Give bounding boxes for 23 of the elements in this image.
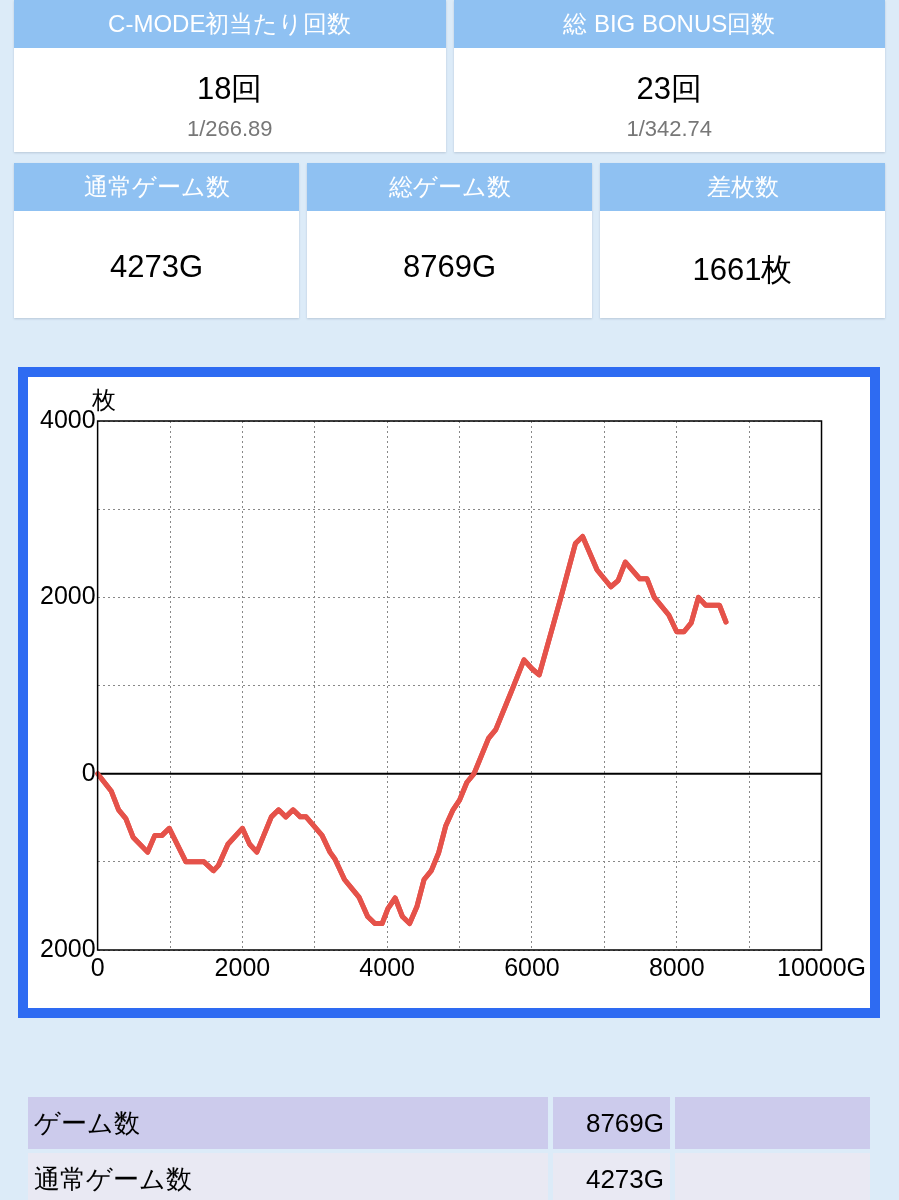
category-label: 通常ゲーム数	[14, 163, 299, 211]
category-label: 通常ゲーム数	[28, 1153, 548, 1200]
y-tick-label: 0	[81, 757, 96, 786]
x-tick-label: 10000G	[777, 952, 866, 981]
text: 1/266.89	[185, 115, 274, 142]
text: 4273G	[109, 249, 204, 284]
category-label: 総ゲーム数	[307, 163, 592, 211]
y-tick-label: 2000	[39, 581, 96, 610]
text: 18回	[197, 71, 263, 106]
x-tick-label: 4000	[359, 952, 415, 981]
category-label: ゲーム数	[28, 1097, 548, 1149]
text: 8769G	[585, 1107, 664, 1138]
category-label: C-MODE初当たり回数	[14, 0, 446, 48]
category-label: 差枚数	[600, 163, 885, 211]
text: 4273G	[585, 1163, 664, 1194]
text: 23回	[636, 71, 702, 106]
x-tick-label: 6000	[504, 952, 560, 981]
text: 8769G	[402, 249, 497, 284]
x-tick-label: 8000	[648, 952, 705, 981]
x-tick-label: 2000	[214, 952, 271, 981]
text: 1661枚	[692, 252, 793, 287]
text: 1/342.74	[625, 115, 714, 142]
category-label: 総 BIG BONUS回数	[453, 0, 885, 48]
